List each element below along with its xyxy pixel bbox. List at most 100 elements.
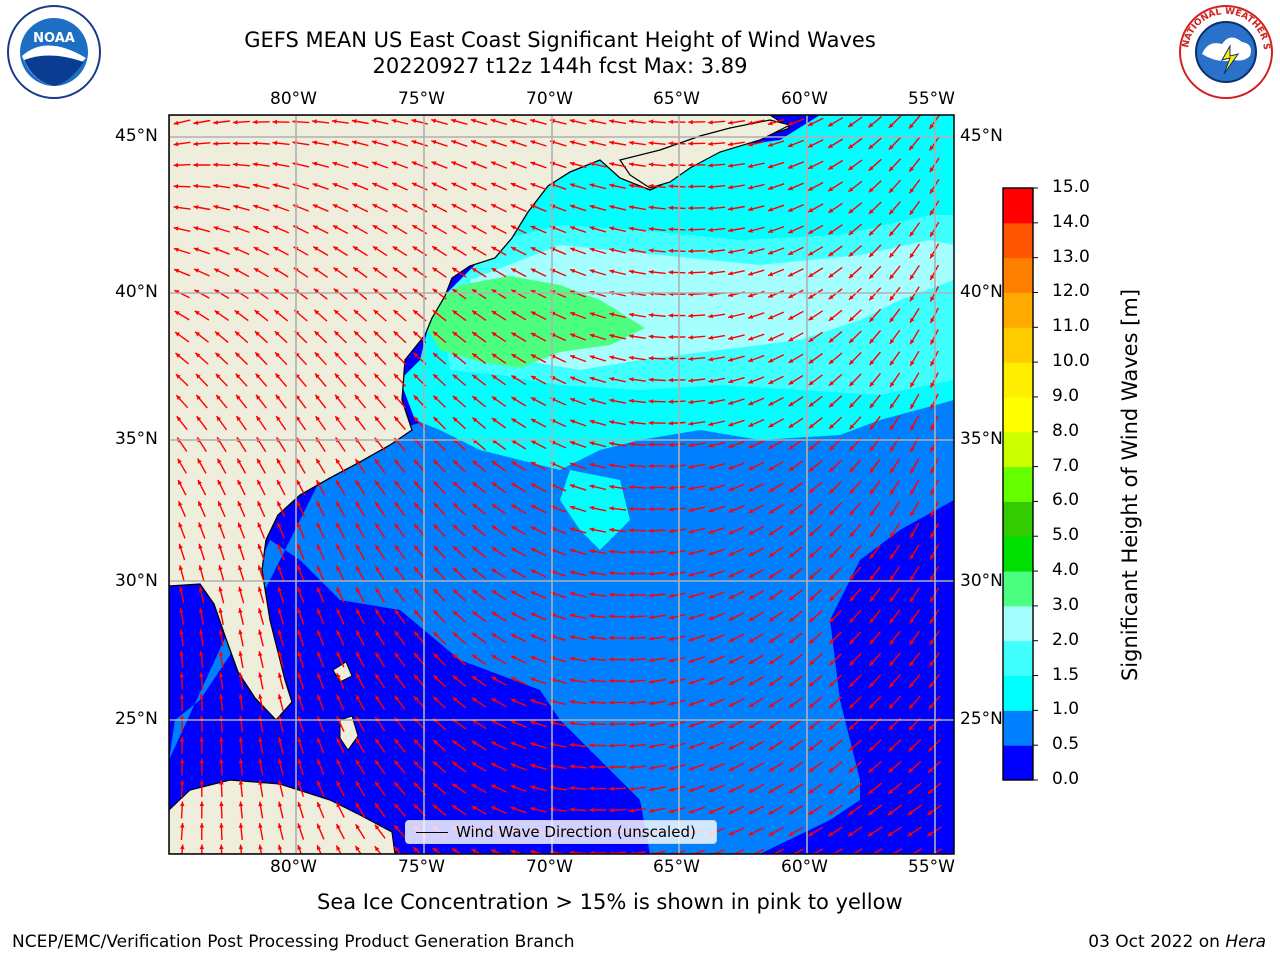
wave-arrow-head bbox=[178, 565, 184, 571]
wave-arrow-head bbox=[511, 612, 517, 617]
wave-arrow-head bbox=[570, 226, 575, 231]
wave-arrow-head bbox=[530, 354, 536, 359]
colorbar-tick-label: 1.5 bbox=[1052, 664, 1080, 685]
wave-arrow-head bbox=[336, 501, 341, 507]
wave-arrow-head bbox=[258, 672, 263, 678]
wave-arrow-head bbox=[530, 849, 535, 854]
wave-arrow-head bbox=[629, 119, 634, 124]
wave-arrow-head bbox=[929, 661, 934, 667]
wave-arrow-head bbox=[356, 695, 361, 701]
wave-arrow-head bbox=[452, 331, 458, 337]
wave-arrow-head bbox=[174, 268, 180, 274]
lat-label-right-25n: 25°N bbox=[960, 709, 1003, 729]
wave-arrow-head bbox=[768, 810, 774, 815]
wave-arrow-head bbox=[570, 419, 575, 424]
wave-arrow-head bbox=[708, 788, 714, 793]
wave-arrow-head bbox=[317, 759, 322, 765]
wave-arrow-head bbox=[609, 463, 614, 468]
wave-arrow-head bbox=[233, 183, 238, 188]
wave-arrow-head bbox=[353, 309, 359, 315]
wave-arrow-head bbox=[828, 789, 834, 794]
wave-arrow-head bbox=[648, 119, 654, 124]
wave-arrow-head bbox=[317, 737, 322, 743]
wave-arrow-head bbox=[297, 758, 302, 764]
wave-arrow-head bbox=[869, 403, 875, 409]
wave-arrow-head bbox=[747, 120, 753, 126]
wave-arrow-head bbox=[628, 549, 634, 555]
wave-arrow-head bbox=[272, 119, 278, 125]
wave-arrow-head bbox=[355, 523, 361, 529]
wave-arrow-head bbox=[788, 444, 794, 450]
wave-arrow-head bbox=[648, 614, 654, 620]
wave-arrow-head bbox=[176, 395, 181, 400]
wave-arrow-head bbox=[849, 424, 855, 430]
wave-arrow-head bbox=[668, 722, 674, 728]
wave-arrow-head bbox=[452, 675, 458, 681]
wave-arrow-head bbox=[414, 481, 419, 486]
wave-arrow-head bbox=[373, 331, 379, 336]
wave-arrow-head bbox=[788, 401, 794, 407]
wave-arrow-head bbox=[849, 532, 855, 537]
wave-arrow-head bbox=[214, 268, 219, 273]
wave-arrow-head bbox=[609, 398, 615, 403]
wave-arrow-head bbox=[910, 382, 915, 388]
wave-arrow-head bbox=[609, 484, 614, 490]
wave-arrow-head bbox=[176, 416, 182, 422]
wave-arrow-head bbox=[238, 629, 243, 635]
wave-arrow-head bbox=[214, 289, 220, 294]
wave-arrow-head bbox=[829, 639, 835, 644]
wave-arrow-head bbox=[530, 612, 536, 617]
colorbar-swatch bbox=[1003, 605, 1033, 642]
wave-arrow-head bbox=[394, 631, 400, 637]
wave-arrow-head bbox=[491, 763, 497, 768]
wave-arrow-head bbox=[910, 554, 915, 560]
wave-arrow-head bbox=[433, 481, 439, 487]
lat-label-right-30n: 30°N bbox=[960, 571, 1003, 591]
lon-label-top-70w: 70°W bbox=[526, 89, 573, 109]
wave-arrow-head bbox=[728, 357, 734, 362]
wave-arrow-head bbox=[929, 167, 935, 173]
wave-arrow-head bbox=[180, 823, 185, 828]
wave-arrow-head bbox=[313, 246, 319, 251]
wave-arrow-head bbox=[198, 565, 203, 571]
wave-arrow-head bbox=[213, 204, 219, 210]
wave-arrow-head bbox=[452, 848, 457, 853]
wave-arrow-head bbox=[218, 629, 224, 635]
wave-arrow-head bbox=[433, 352, 438, 358]
wave-arrow-head bbox=[530, 526, 536, 531]
wave-arrow-head bbox=[829, 682, 834, 687]
wave-arrow-head bbox=[788, 831, 794, 836]
wave-arrow-head bbox=[909, 145, 914, 151]
wave-arrow-head bbox=[888, 144, 894, 150]
landmass-north-america bbox=[169, 115, 792, 721]
wave-arrow-head bbox=[868, 166, 874, 171]
wave-arrow-head bbox=[219, 758, 224, 764]
wave-arrow-head bbox=[890, 532, 895, 538]
wave-arrow-head bbox=[218, 672, 224, 678]
wave-arrow-head bbox=[929, 124, 934, 129]
wave-arrow-head bbox=[394, 825, 399, 830]
wave-arrow-head bbox=[312, 140, 318, 145]
wave-arrow-head bbox=[869, 467, 875, 473]
wave-arrow-head bbox=[333, 267, 339, 272]
wave-arrow-head bbox=[237, 501, 242, 507]
wave-arrow-head bbox=[688, 184, 693, 189]
wave-arrow-head bbox=[910, 575, 915, 581]
wave-arrow-head bbox=[276, 458, 281, 464]
ocean-band-1 bbox=[169, 400, 954, 854]
wave-arrow-head bbox=[569, 204, 575, 209]
wave-arrow-head bbox=[355, 501, 360, 507]
wave-arrow-head bbox=[180, 844, 185, 850]
wave-arrow-head bbox=[728, 573, 734, 578]
wave-arrow-head bbox=[394, 566, 400, 572]
wave-arrow-head bbox=[355, 416, 360, 422]
wave-arrow-head bbox=[530, 247, 536, 252]
lat-label-right-35n: 35°N bbox=[960, 429, 1003, 449]
colorbar-swatch bbox=[1003, 501, 1033, 537]
wave-arrow-head bbox=[452, 783, 458, 789]
wave-arrow-head bbox=[198, 501, 203, 507]
wave-arrow-head bbox=[569, 484, 575, 489]
wave-arrow-head bbox=[394, 502, 400, 508]
wave-arrow-head bbox=[849, 467, 855, 473]
wave-arrow bbox=[871, 848, 883, 854]
